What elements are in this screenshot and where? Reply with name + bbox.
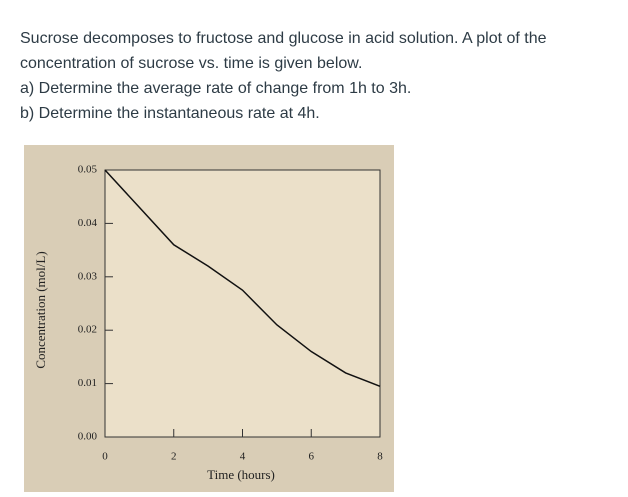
x-tick-label: 6 <box>309 451 315 463</box>
y-tick-label: 0.02 <box>78 324 97 336</box>
x-tick-label: 8 <box>377 451 383 463</box>
y-tick-label: 0.03 <box>78 270 98 282</box>
y-tick-label: 0.04 <box>78 217 98 229</box>
y-tick-label: 0.00 <box>78 431 98 443</box>
question-line: concentration of sucrose vs. time is giv… <box>20 55 363 72</box>
y-tick-label: 0.01 <box>78 377 97 389</box>
x-tick-label: 4 <box>240 451 246 463</box>
question-line: a) Determine the average rate of change … <box>20 80 412 97</box>
y-tick-label: 0.05 <box>78 164 98 176</box>
data-line <box>104 169 381 387</box>
question-line: b) Determine the instantaneous rate at 4… <box>20 105 320 122</box>
x-tick-label: 0 <box>102 451 108 463</box>
y-axis-label: Concentration (mol/L) <box>33 251 48 368</box>
question-line: Sucrose decomposes to fructose and gluco… <box>20 30 547 47</box>
plot-area <box>104 169 381 438</box>
x-tick-label: 2 <box>171 451 177 463</box>
x-axis-label: Time (hours) <box>207 467 275 482</box>
